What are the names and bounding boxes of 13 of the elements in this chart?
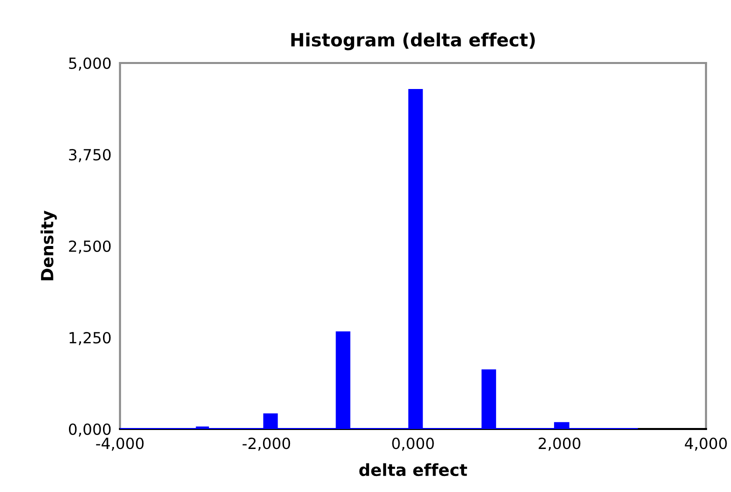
y-tick-label: 2,500 xyxy=(69,240,111,254)
chart-title: Histogram (delta effect) xyxy=(291,32,535,50)
x-tick-label: 2,000 xyxy=(538,438,580,451)
y-tick-label: 3,750 xyxy=(69,148,111,162)
y-tick-label: 1,250 xyxy=(70,332,111,346)
y-axis-title: Density xyxy=(40,210,57,280)
x-tick-label: -2,000 xyxy=(242,438,290,451)
x-tick-label: 0,000 xyxy=(392,438,434,451)
x-tick-label: 4,000 xyxy=(684,438,727,451)
y-tick-label: 5,000 xyxy=(69,57,111,71)
y-tick-label: 0,000 xyxy=(68,423,111,437)
x-axis-title: delta effect xyxy=(359,463,468,476)
x-tick-label: -4,000 xyxy=(96,438,144,451)
